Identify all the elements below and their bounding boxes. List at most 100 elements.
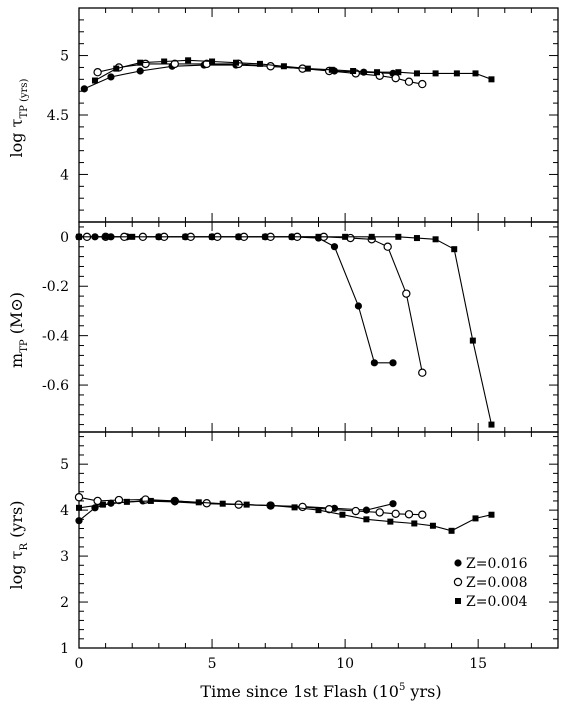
top-data-point bbox=[404, 77, 414, 86]
middle-ytick-label: 0 bbox=[60, 230, 69, 246]
bottom-data-point bbox=[267, 502, 274, 509]
middle-data-point bbox=[262, 233, 269, 240]
legend-item: Z=0.004 bbox=[455, 594, 528, 610]
bottom-data-point bbox=[243, 501, 250, 508]
middle-data-point bbox=[155, 233, 162, 240]
middle-data-point bbox=[395, 233, 402, 240]
bottom-data-point bbox=[99, 501, 106, 508]
bottom-data-point bbox=[298, 502, 307, 512]
bottom-ylabel-main: log τ bbox=[7, 550, 26, 589]
bottom-data-point bbox=[75, 517, 83, 525]
middle-data-point bbox=[469, 337, 476, 344]
bottom-data-point bbox=[195, 499, 202, 506]
middle-data-point bbox=[402, 289, 411, 298]
top-ylabel-main: log τ bbox=[7, 118, 26, 157]
top-data-point bbox=[395, 69, 402, 76]
bottom-ytick-label: 5 bbox=[60, 457, 69, 473]
bottom-data-point bbox=[74, 493, 84, 502]
top-data-point bbox=[472, 70, 479, 77]
legend-marker bbox=[455, 598, 461, 604]
top-data-point bbox=[185, 57, 192, 64]
bottom-data-point bbox=[404, 510, 414, 519]
middle-data-point bbox=[76, 233, 82, 240]
bottom-ytick-label: 2 bbox=[60, 595, 69, 611]
middle-data-point bbox=[209, 233, 216, 240]
x-axis-title-end: yrs) bbox=[405, 682, 441, 701]
legend-item: Z=0.016 bbox=[454, 556, 528, 572]
middle-data-point bbox=[370, 359, 378, 367]
top-data-point bbox=[391, 73, 400, 83]
bottom-data-point bbox=[171, 497, 178, 504]
x-axis-title-main: Time since 1st Flash (10 bbox=[200, 682, 399, 701]
middle-series-2 bbox=[76, 233, 495, 428]
bottom-data-point bbox=[291, 504, 298, 511]
top-frame bbox=[78, 7, 559, 223]
top-data-point bbox=[453, 70, 460, 77]
middle-data-point bbox=[288, 233, 295, 240]
bottom-data-point bbox=[93, 496, 102, 506]
bottom-data-point bbox=[76, 504, 82, 511]
bottom-data-point bbox=[351, 506, 360, 516]
bottom-ytick-label: 4 bbox=[60, 503, 69, 519]
top-data-point bbox=[161, 58, 168, 65]
bottom-data-point bbox=[315, 507, 322, 514]
legend-label: Z=0.008 bbox=[466, 575, 528, 591]
panel-middle: 0 -0.2 -0.4 -0.6 bbox=[42, 221, 559, 433]
top-ytick-label: 4 bbox=[60, 167, 69, 183]
bottom-series-line bbox=[78, 496, 423, 516]
bottom-data-point bbox=[363, 516, 370, 523]
middle-data-point bbox=[432, 236, 439, 243]
bottom-data-point bbox=[114, 495, 124, 505]
x-axis-title: Time since 1st Flash (105 yrs) bbox=[200, 682, 441, 701]
top-ylabel: log τTP (yrs) bbox=[7, 78, 30, 157]
bottom-series-2 bbox=[76, 497, 495, 534]
bottom-data-point bbox=[219, 500, 226, 507]
bottom-data-point bbox=[375, 508, 384, 517]
top-series-2 bbox=[91, 57, 495, 84]
top-data-point bbox=[432, 70, 439, 77]
top-data-point bbox=[418, 79, 427, 89]
middle-data-point bbox=[342, 233, 349, 240]
bottom-ylabel-sub: R bbox=[19, 543, 30, 551]
middle-data-point bbox=[102, 233, 109, 240]
legend-marker bbox=[453, 577, 463, 587]
middle-series-0 bbox=[75, 233, 397, 367]
bottom-data-point bbox=[448, 527, 455, 534]
legend-label: Z=0.016 bbox=[466, 556, 528, 572]
legend-label: Z=0.004 bbox=[466, 594, 528, 610]
bottom-series-1 bbox=[74, 493, 427, 519]
x-axis-title-sup: 5 bbox=[399, 682, 405, 693]
middle-data-point bbox=[383, 242, 392, 251]
bottom-data-point bbox=[362, 506, 370, 514]
legend-marker bbox=[454, 559, 462, 567]
bottom-data-point bbox=[411, 520, 418, 527]
top-data-point bbox=[93, 67, 102, 77]
bottom-data-point bbox=[339, 511, 346, 518]
bottom-data-point bbox=[391, 509, 400, 519]
bottom-data-point bbox=[472, 515, 479, 522]
bottom-data-point bbox=[429, 522, 436, 529]
top-data-point bbox=[170, 59, 179, 69]
bottom-ytick-label: 3 bbox=[60, 549, 69, 565]
middle-ylabel-sub: TP bbox=[19, 339, 30, 353]
middle-ylabel: mTP (M⊙) bbox=[7, 292, 30, 368]
top-data-point bbox=[266, 62, 275, 71]
top-data-point bbox=[328, 66, 335, 73]
bottom-series-line bbox=[78, 500, 492, 532]
bottom-data-point bbox=[387, 518, 394, 525]
middle-ylabel-main: m bbox=[7, 353, 26, 368]
bottom-data-point bbox=[418, 510, 427, 519]
bottom-data-point bbox=[324, 505, 334, 514]
top-data-point bbox=[91, 77, 98, 84]
top-ytick-label: 5 bbox=[60, 49, 69, 65]
top-data-point bbox=[350, 68, 357, 75]
panel-top: 44.55 bbox=[47, 7, 559, 223]
top-data-point bbox=[80, 85, 88, 93]
middle-data-point bbox=[129, 233, 136, 240]
middle-ytick-label: -0.6 bbox=[42, 378, 69, 394]
middle-series-1 bbox=[82, 232, 427, 377]
bottom-ytick-label: 1 bbox=[60, 641, 69, 657]
middle-data-point bbox=[413, 235, 420, 242]
bottom-ylabel-unit: (yrs) bbox=[7, 501, 26, 543]
middle-data-point bbox=[315, 233, 322, 240]
